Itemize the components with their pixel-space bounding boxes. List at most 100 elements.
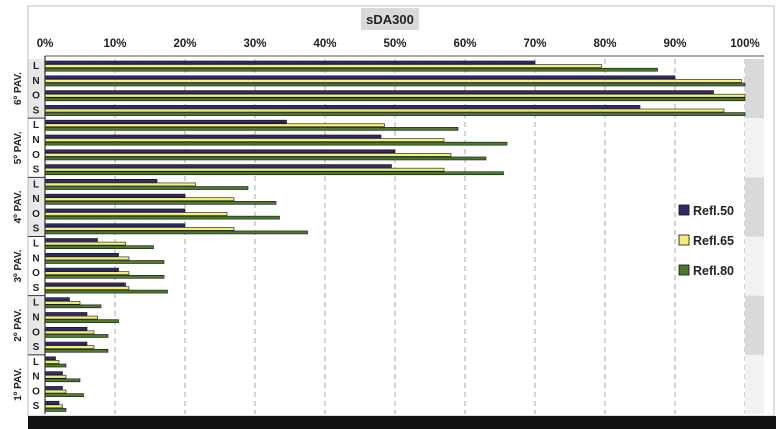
bar-refl-65: [44, 108, 725, 113]
bar-refl-65: [44, 286, 130, 290]
bar-refl-50: [44, 75, 676, 80]
bar-refl-80: [44, 67, 658, 72]
bar-refl-65: [44, 197, 235, 202]
bar-refl-50: [44, 90, 714, 94]
x-tick-label: 80%: [593, 38, 616, 50]
x-tick-label: 40%: [313, 38, 336, 50]
x-tick-label: 90%: [663, 38, 686, 50]
bar-refl-65: [44, 138, 445, 142]
x-tick-label: 50%: [383, 38, 406, 50]
category-label: N: [32, 253, 39, 264]
bar-refl-80: [44, 348, 109, 353]
category-label: O: [32, 150, 40, 161]
bar-refl-50: [44, 193, 186, 198]
category-label: S: [33, 224, 40, 235]
group-bands: [28, 59, 764, 414]
legend: Refl.50 Refl.65 Refl.80: [678, 204, 734, 278]
bar-refl-80: [44, 274, 165, 279]
bar-refl-80: [44, 363, 67, 368]
category-label: S: [33, 401, 40, 412]
bar-refl-50: [44, 312, 88, 316]
bar-refl-80: [44, 319, 119, 323]
bar-refl-80: [44, 378, 81, 383]
bar-refl-65: [44, 300, 81, 305]
bar-refl-80: [44, 393, 84, 397]
bar-refl-80: [44, 408, 67, 412]
group-label: 5º PAV.: [13, 131, 24, 164]
bar-refl-50: [44, 400, 60, 405]
bar-refl-80: [44, 171, 504, 176]
category-label: S: [33, 283, 40, 294]
bar-refl-65: [44, 374, 67, 379]
group-band-left: [28, 354, 45, 414]
group-band-left: [28, 295, 45, 355]
category-label: N: [32, 76, 39, 87]
chart-title: sDA300: [366, 12, 414, 27]
group-band-left: [28, 236, 45, 296]
bar-refl-65: [44, 212, 228, 216]
bar-refl-80: [44, 260, 165, 264]
legend-swatch: [678, 204, 690, 216]
category-label: N: [32, 312, 39, 323]
bar-refl-50: [44, 253, 119, 257]
category-label: N: [32, 135, 39, 146]
group-band-right: [745, 118, 764, 178]
legend-swatch: [678, 234, 690, 246]
category-label: L: [33, 298, 39, 309]
bar-refl-80: [44, 127, 459, 131]
legend-label: Refl.65: [693, 234, 734, 248]
bottom-bar: [28, 416, 776, 429]
category-label: L: [33, 61, 39, 72]
category-label: L: [33, 179, 39, 190]
bar-refl-65: [44, 123, 385, 128]
group-label: 6º PAV.: [13, 72, 24, 105]
x-tick-label: 70%: [523, 38, 546, 50]
category-label: S: [33, 105, 40, 116]
bar-refl-80: [44, 141, 508, 146]
bar-refl-65: [44, 182, 196, 187]
bar-refl-50: [44, 164, 392, 168]
bar-refl-80: [44, 112, 746, 116]
group-band-right: [745, 236, 764, 296]
bar-refl-80: [44, 97, 746, 102]
bar-refl-50: [44, 267, 119, 272]
category-label: N: [32, 194, 39, 205]
group-band-right: [745, 295, 764, 355]
bar-refl-50: [44, 134, 382, 139]
category-label: O: [32, 386, 40, 397]
group-label: 4º PAV.: [13, 190, 24, 223]
category-label: O: [32, 327, 40, 338]
category-label: O: [32, 268, 40, 279]
group-band-right: [745, 59, 764, 119]
bar-refl-50: [44, 341, 88, 346]
bar-refl-65: [44, 93, 746, 98]
bar-refl-65: [44, 404, 63, 409]
x-tick-label: 20%: [173, 38, 196, 50]
bar-refl-80: [44, 201, 277, 205]
category-label: O: [32, 209, 40, 220]
bar-refl-50: [44, 386, 63, 390]
bar-refl-50: [44, 238, 98, 242]
x-tick-label: 0%: [37, 38, 54, 50]
legend-label: Refl.50: [693, 204, 734, 218]
group-band-left: [28, 59, 45, 119]
bar-refl-65: [44, 64, 602, 68]
legend-swatch: [678, 264, 690, 276]
bar-refl-80: [44, 304, 102, 309]
group-band-left: [28, 118, 45, 178]
group-label: 3º PAV.: [13, 249, 24, 282]
bar-refl-80: [44, 215, 280, 220]
bar-refl-50: [44, 119, 287, 124]
bar-refl-50: [44, 149, 396, 154]
legend-label: Refl.80: [693, 264, 734, 278]
x-tick-label: 30%: [243, 38, 266, 50]
bar-refl-65: [44, 271, 130, 276]
category-label: N: [32, 372, 39, 383]
bar-refl-50: [44, 356, 56, 361]
bar-refl-50: [44, 105, 641, 109]
bar-refl-65: [44, 79, 742, 83]
axes: 0% 10% 20% 30% 40% 50% 60% 70% 80% 90% 100% 6º PAV.…: [13, 5, 775, 417]
bar-refl-80: [44, 334, 109, 338]
title-background: [361, 8, 419, 30]
